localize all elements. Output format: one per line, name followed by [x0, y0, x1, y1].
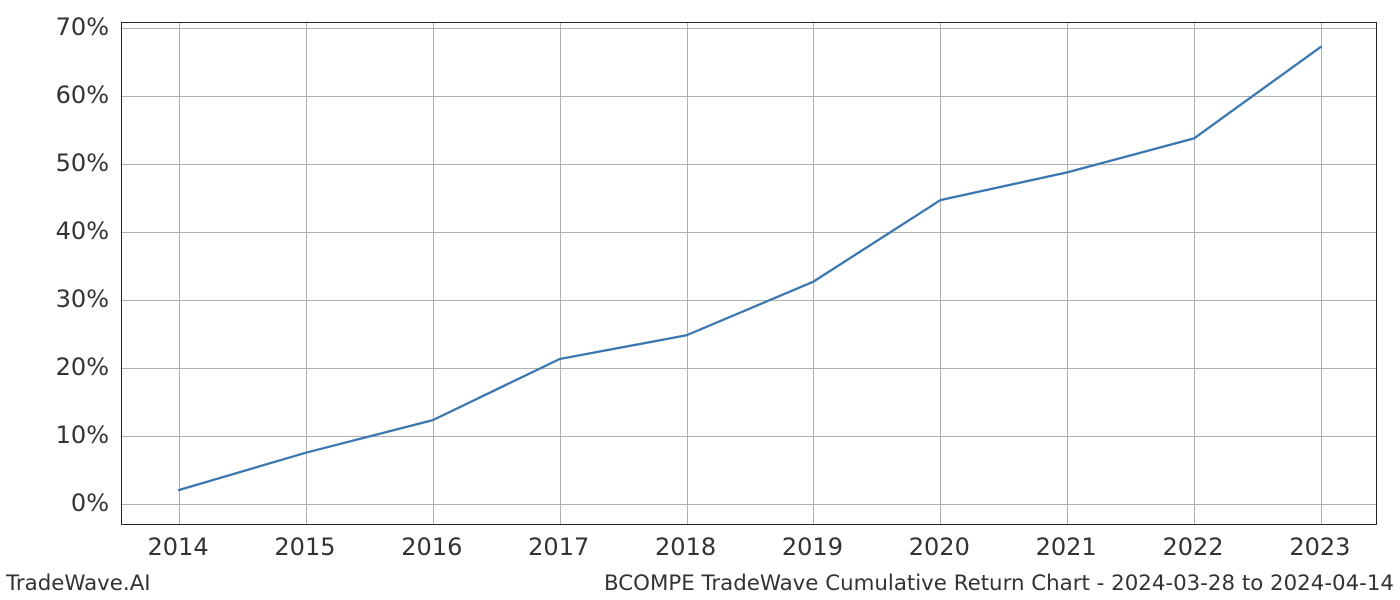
- footer-left-text: TradeWave.AI: [6, 571, 151, 596]
- x-tick-label: 2019: [782, 533, 843, 561]
- x-tick-label: 2014: [148, 533, 209, 561]
- y-tick-label: 60%: [56, 81, 109, 109]
- x-tick-label: 2018: [655, 533, 716, 561]
- x-tick-label: 2020: [909, 533, 970, 561]
- chart-container: 2014 2015 2016 2017 2018 2019 2020 2021 2022 2023…: [0, 0, 1400, 600]
- y-tick-label: 50%: [56, 149, 109, 177]
- y-tick-label: 30%: [56, 285, 109, 313]
- y-tick-label: 40%: [56, 217, 109, 245]
- y-tick-label: 10%: [56, 421, 109, 449]
- x-tick-label: 2023: [1289, 533, 1350, 561]
- line-series: [122, 23, 1378, 526]
- x-tick-label: 2017: [528, 533, 589, 561]
- x-tick-label: 2016: [401, 533, 462, 561]
- series-polyline: [179, 47, 1321, 490]
- footer-right-text: BCOMPE TradeWave Cumulative Return Chart…: [604, 571, 1394, 596]
- x-tick-label: 2022: [1162, 533, 1223, 561]
- x-tick-label: 2021: [1036, 533, 1097, 561]
- x-tick-label: 2015: [274, 533, 335, 561]
- y-tick-label: 20%: [56, 353, 109, 381]
- y-tick-label: 70%: [56, 13, 109, 41]
- plot-area: [121, 22, 1377, 525]
- y-tick-label: 0%: [71, 489, 109, 517]
